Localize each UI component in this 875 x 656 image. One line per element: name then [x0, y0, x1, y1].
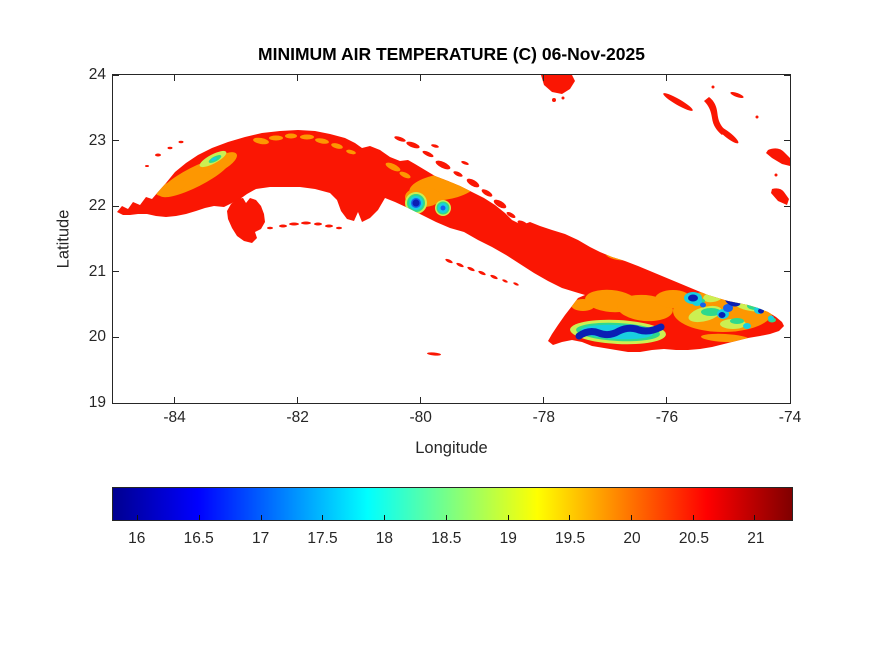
x-tick-label: -74	[778, 409, 802, 426]
y-tick-label: 24	[88, 66, 106, 83]
y-tick-labels: 24 23 22 21 20 19	[58, 66, 106, 411]
y-tick-mark	[784, 205, 790, 207]
x-tick-mark	[543, 75, 545, 81]
x-tick-mark	[174, 75, 176, 81]
colorbar-tick-mark	[384, 515, 386, 520]
colorbar-tick-mark	[137, 515, 139, 520]
x-tick-mark	[174, 397, 176, 403]
colorbar-tick-label: 17	[251, 530, 270, 547]
cuba-map	[117, 75, 790, 356]
x-tick-mark	[297, 75, 299, 81]
colorbar-tick-mark	[322, 515, 324, 520]
colorbar-tick-label: 16.5	[183, 530, 214, 547]
y-tick-label: 21	[88, 262, 106, 280]
y-tick-label: 19	[88, 394, 106, 411]
isla-de-la-juventud	[227, 198, 265, 243]
y-tick-mark	[113, 402, 119, 404]
x-tick-labels: -84 -82 -80 -78 -76 -74	[113, 409, 801, 429]
colorbar-tick-label: 18	[375, 530, 394, 547]
bahamas-islets	[541, 75, 790, 205]
y-tick-mark	[784, 140, 790, 142]
colorbar-tick-label: 19.5	[555, 530, 586, 547]
x-tick-mark	[666, 75, 668, 81]
x-tick-mark	[420, 397, 422, 403]
x-tick-label: -76	[655, 409, 679, 426]
plot-area	[112, 74, 791, 404]
colorbar-tick-label: 16	[128, 530, 146, 547]
y-tick-label: 23	[88, 131, 106, 149]
plot-title: MINIMUM AIR TEMPERATURE (C) 06-Nov-2025	[258, 44, 645, 64]
colorbar-tick-mark	[569, 515, 571, 520]
x-tick-mark	[420, 75, 422, 81]
y-tick-mark	[784, 336, 790, 338]
colorbar-tick-label: 17.5	[307, 530, 338, 547]
y-tick-mark	[113, 271, 119, 273]
colorbar-tick-mark	[260, 515, 262, 520]
colorbar	[112, 487, 793, 521]
x-tick-mark	[666, 397, 668, 403]
y-tick-label: 22	[88, 197, 106, 215]
y-tick-mark	[113, 336, 119, 338]
y-tick-mark	[113, 205, 119, 207]
colorbar-tick-mark	[692, 515, 694, 520]
x-axis-label: Longitude	[415, 439, 488, 457]
y-tick-label: 20	[88, 328, 106, 346]
y-tick-mark	[113, 74, 119, 76]
y-tick-mark	[113, 140, 119, 142]
offshore-islets	[145, 136, 529, 356]
colorbar-tick-label: 20	[623, 530, 641, 547]
x-tick-label: -84	[163, 409, 186, 426]
y-tick-mark	[784, 271, 790, 273]
y-tick-mark	[784, 402, 790, 404]
x-tick-mark	[543, 397, 545, 403]
colorbar-tick-mark	[507, 515, 509, 520]
colorbar-tick-mark	[754, 515, 756, 520]
colorbar-tick-label: 20.5	[678, 530, 709, 547]
x-tick-label: -78	[532, 409, 556, 426]
colorbar-tick-mark	[630, 515, 632, 520]
colorbar-tick-mark	[445, 515, 447, 520]
colorbar-tick-label: 19	[499, 530, 517, 547]
x-tick-label: -80	[409, 409, 432, 426]
sierra-maestra-cold-band	[575, 323, 665, 340]
x-tick-mark	[789, 397, 791, 403]
colorbar-tick-labels: 16 16.5 17 17.5 18 18.5 19 19.5 20 20.5 21	[112, 530, 793, 550]
colorbar-tick-label: 21	[747, 530, 765, 547]
x-tick-mark	[789, 75, 791, 81]
colorbar-tick-mark	[198, 515, 200, 520]
y-tick-mark	[784, 74, 790, 76]
x-tick-label: -82	[286, 409, 309, 426]
y-axis-label: Latitude	[54, 209, 73, 269]
colorbar-tick-label: 18.5	[431, 530, 462, 547]
x-tick-mark	[297, 397, 299, 403]
mountain-overlay-layer	[155, 133, 776, 345]
grand-cayman	[427, 352, 441, 356]
